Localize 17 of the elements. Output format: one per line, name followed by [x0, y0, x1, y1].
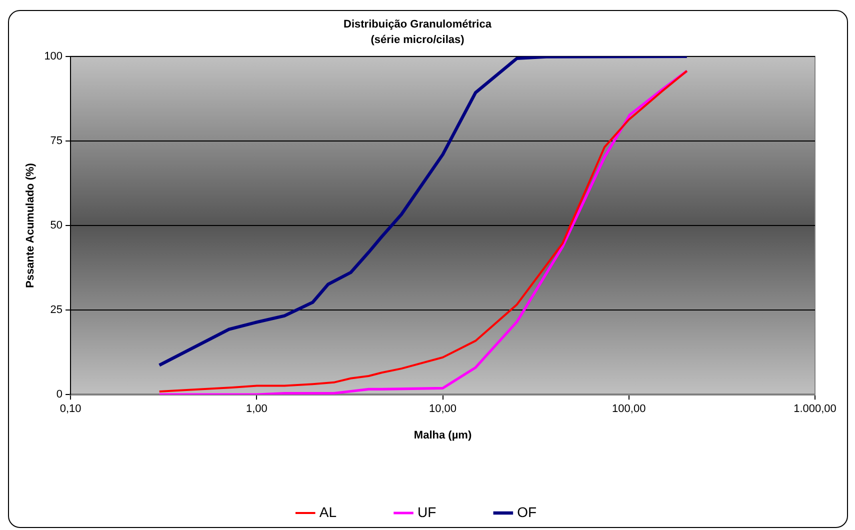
x-tick-label: 1,00 — [246, 403, 268, 416]
x-tick-label: 100,00 — [612, 403, 646, 416]
legend-label: OF — [517, 504, 537, 520]
chart-subtitle: (série micro/cilas) — [370, 34, 465, 46]
y-tick-label: 100 — [44, 50, 63, 62]
y-tick-label: 0 — [56, 388, 63, 401]
x-axis-title: Malha (µm) — [414, 429, 472, 442]
chart-title: Distribuição Granulométrica — [344, 18, 492, 31]
y-tick-label: 75 — [50, 134, 63, 147]
legend-label: AL — [319, 504, 337, 520]
x-tick-label: 1.000,00 — [794, 403, 836, 416]
x-tick-label: 10,00 — [429, 403, 457, 416]
y-tick-label: 50 — [50, 220, 63, 232]
x-tick-label: 0,10 — [60, 403, 82, 416]
legend-label: UF — [418, 504, 436, 520]
y-tick-label: 25 — [50, 304, 63, 316]
y-axis-title: Pssante Acumulado (%) — [24, 162, 37, 288]
